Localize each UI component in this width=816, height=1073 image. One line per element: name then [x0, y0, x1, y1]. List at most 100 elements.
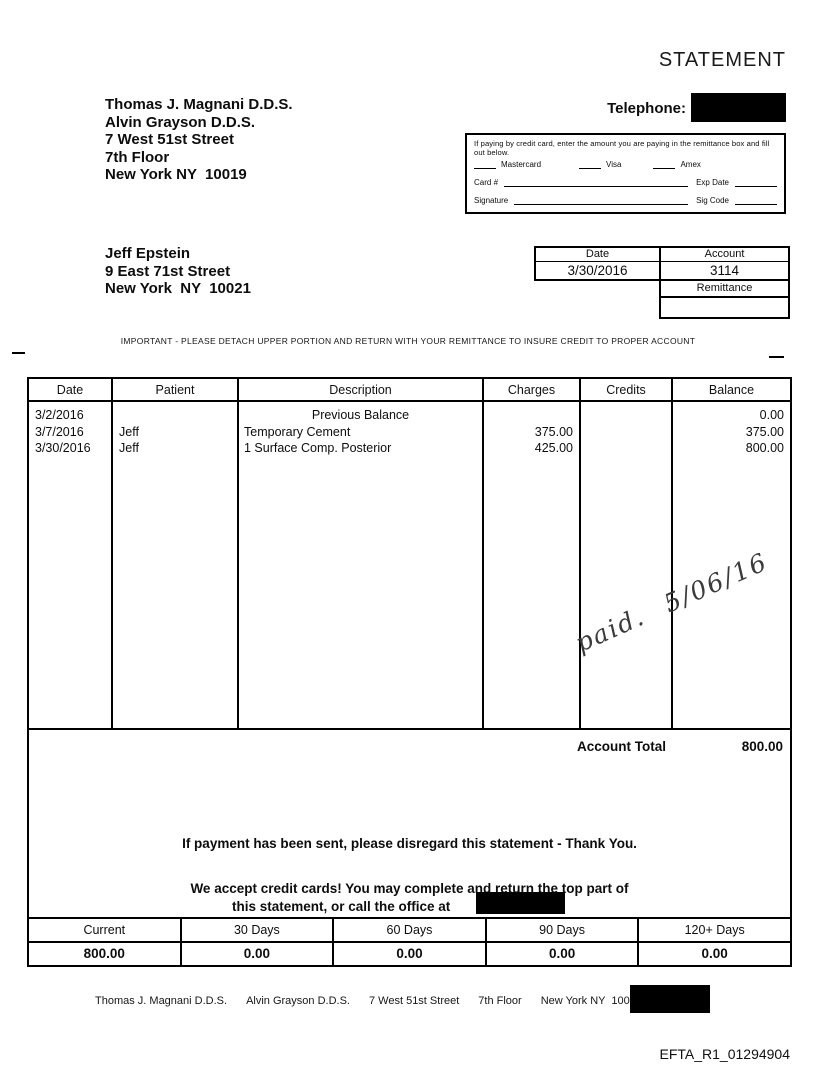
practice-street: 7 West 51st Street — [105, 131, 234, 149]
totals-section: Account Total 800.00 If payment has been… — [27, 730, 792, 917]
ledger-column-credits: Credits — [581, 379, 673, 728]
practice-floor: 7th Floor — [105, 148, 170, 166]
ledger-cell: 3/2/2016 — [35, 408, 84, 422]
amex-label: Amex — [680, 160, 701, 169]
ledger-cell: 3/7/2016 — [35, 424, 84, 439]
patient-name: Jeff Epstein — [105, 245, 191, 262]
account-total-label: Account Total — [577, 739, 666, 754]
statement-info-box: Date 3/30/2016 Account 3114 Remittance — [534, 246, 790, 322]
practice-city: New York NY 10019 — [105, 166, 247, 184]
credit-cards-message-line1: We accept credit cards! You may complete… — [190, 881, 629, 896]
ledger-cell: Jeff — [119, 424, 139, 439]
ledger-column-date: Date 3/2/2016 3/7/2016 3/30/2016 — [29, 379, 113, 728]
redaction-office-phone — [476, 892, 565, 914]
account-value: 3114 — [709, 263, 740, 278]
account-total-value: 800.00 — [741, 739, 783, 754]
sig-code-label: Sig Code — [696, 196, 729, 205]
exp-date-label: Exp Date — [696, 178, 729, 187]
visa-label: Visa — [606, 160, 622, 169]
signature-row: Signature Sig Code — [474, 196, 777, 205]
ledger-cell — [581, 424, 671, 441]
aging-value-30: 0.00 — [182, 942, 335, 965]
redaction-telephone — [691, 93, 786, 122]
ledger-header-credits: Credits — [581, 379, 671, 402]
detach-mark-right — [769, 356, 784, 358]
ledger-cell: 425.00 — [534, 441, 573, 455]
patient-address-block: Jeff Epstein 9 East 71st Street New York… — [105, 245, 251, 298]
sig-code-blank-line — [735, 197, 777, 205]
aging-header-90: 90 Days — [487, 919, 640, 941]
aging-value-120: 0.00 — [701, 946, 728, 962]
credit-card-instructions: If paying by credit card, enter the amou… — [474, 139, 770, 157]
ledger-column-balance: Balance 0.00 375.00 800.00 — [673, 379, 790, 728]
statement-date-cell: Date 3/30/2016 — [534, 246, 661, 281]
ledger-cell: 3/30/2016 — [35, 441, 91, 455]
aging-header-60: 60 Days — [334, 919, 487, 941]
visa-checkbox-line — [579, 161, 602, 169]
account-cell: Account 3114 — [659, 246, 790, 281]
ledger-cell: 1 Surface Comp. Posterior — [244, 441, 392, 455]
credit-card-box: If paying by credit card, enter the amou… — [465, 133, 786, 214]
ledger-cell: Previous Balance — [311, 408, 410, 422]
ledger-cell: 0.00 — [759, 408, 784, 422]
aging-header-row: Current 30 Days 60 Days 90 Days 120+ Day… — [29, 919, 790, 943]
ledger-cell: 375.00 — [534, 424, 573, 439]
aging-header-30: 30 Days — [182, 919, 335, 941]
ledger-cell: Jeff — [119, 441, 139, 455]
ledger-cell: Temporary Cement — [244, 424, 351, 439]
signature-label: Signature — [474, 196, 509, 205]
date-header: Date — [536, 248, 659, 262]
patient-city: New York NY 10021 — [105, 280, 251, 298]
telephone-label: Telephone: — [607, 100, 686, 117]
ledger-cell: 800.00 — [745, 441, 784, 455]
aging-values-row: 800.00 0.00 0.00 0.00 0.00 — [29, 942, 790, 965]
practice-address-block: Thomas J. Magnani D.D.S. Alvin Grayson D… — [105, 96, 293, 184]
remittance-label: Remittance — [696, 282, 753, 294]
card-type-options: Mastercard Visa Amex — [474, 160, 777, 169]
ledger-header-charges: Charges — [484, 379, 579, 402]
ledger-column-charges: Charges 375.00 425.00 — [484, 379, 581, 728]
amex-checkbox-line — [653, 161, 676, 169]
exp-date-blank-line — [735, 179, 777, 187]
credit-cards-message-line2: this statement, or call the office at — [232, 899, 451, 914]
signature-blank-line — [514, 197, 689, 205]
ledger-column-patient: Patient Jeff Jeff — [113, 379, 239, 728]
card-number-label: Card # — [474, 178, 499, 187]
ledger-cell — [484, 407, 579, 424]
ledger-cell: 375.00 — [745, 424, 784, 439]
footer-city: New York NY 10019 — [540, 995, 643, 1007]
redaction-footer-phone — [630, 985, 710, 1013]
aging-value-current: 800.00 — [29, 942, 182, 965]
mastercard-label: Mastercard — [501, 160, 542, 169]
detach-notice: IMPORTANT - PLEASE DETACH UPPER PORTION … — [120, 336, 696, 346]
footer-address-line: Thomas J. Magnani D.D.S. Alvin Grayson D… — [95, 995, 642, 1007]
aging-value-60: 0.00 — [334, 942, 487, 965]
footer-street: 7 West 51st Street — [368, 995, 460, 1007]
page-title: STATEMENT — [658, 49, 786, 71]
footer-practice-name-2: Alvin Grayson D.D.S. — [246, 995, 350, 1007]
patient-street: 9 East 71st Street — [105, 262, 231, 280]
ledger-header-patient: Patient — [113, 379, 237, 402]
ledger-cell — [113, 407, 237, 424]
ledger-header-balance: Balance — [673, 379, 790, 402]
disregard-message: If payment has been sent, please disrega… — [182, 836, 637, 851]
account-header: Account — [661, 248, 788, 262]
practice-name-1: Thomas J. Magnani D.D.S. — [105, 96, 293, 113]
aging-value-90: 0.00 — [487, 942, 640, 965]
practice-name-2: Alvin Grayson D.D.S. — [105, 113, 256, 131]
card-number-row: Card # Exp Date — [474, 178, 777, 187]
ledger-header-date: Date — [29, 379, 111, 402]
footer-floor: 7th Floor — [478, 995, 522, 1007]
remittance-amount-cell — [659, 296, 790, 319]
aging-table: Current 30 Days 60 Days 90 Days 120+ Day… — [27, 917, 792, 967]
ledger-header-description: Description — [239, 379, 482, 402]
ledger-cell — [581, 440, 671, 457]
document-id: EFTA_R1_01294904 — [659, 1046, 791, 1062]
aging-header-current: Current — [29, 919, 182, 941]
date-value: 3/30/2016 — [567, 263, 628, 278]
aging-header-120: 120+ Days — [684, 922, 745, 937]
ledger-table: Date 3/2/2016 3/7/2016 3/30/2016 Patient… — [27, 377, 792, 730]
ledger-cell — [581, 407, 671, 424]
card-number-blank-line — [504, 179, 689, 187]
